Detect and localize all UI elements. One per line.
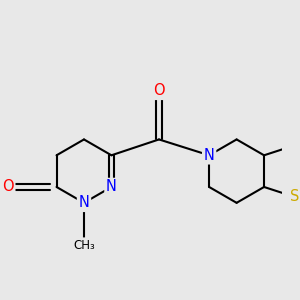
Text: S: S — [290, 189, 299, 204]
Text: N: N — [79, 195, 89, 210]
Text: O: O — [153, 83, 165, 98]
Text: O: O — [2, 179, 14, 194]
Text: CH₃: CH₃ — [73, 238, 95, 252]
Text: N: N — [106, 179, 117, 194]
Text: N: N — [204, 148, 214, 163]
